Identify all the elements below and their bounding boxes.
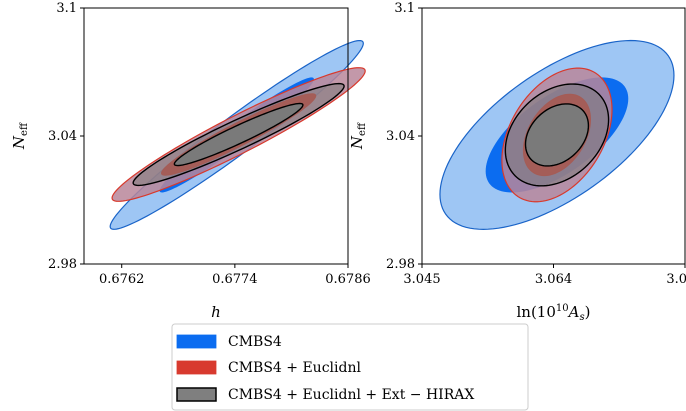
panel-lnAs-vs-neff: 3.045 3.064 3.083 2.98 3.04 3.1 ln(1010As) Ne…: [348, 1, 686, 323]
x-axis-label-h: h: [211, 303, 221, 321]
y-axis-label-neff-right: Neff: [348, 122, 368, 150]
y-axis-label-neff-left: Neff: [10, 122, 30, 150]
x-tick-label: 3.064: [535, 272, 572, 287]
legend-swatch-cmbs4-euclidnl: [176, 360, 217, 375]
x-axis-label-lnAs: ln(1010As): [517, 303, 591, 323]
ticks-left: 0.6762 0.6774 0.6786 2.98 3.04 3.1: [48, 1, 371, 287]
legend-label-cmbs4-euclidnl-ext-hirax: CMBS4 + Euclidnl + Ext − HIRAX: [228, 387, 474, 403]
y-tick-label: 3.1: [56, 1, 77, 16]
contours-h-neff: [109, 39, 366, 230]
y-tick-label: 3.04: [386, 129, 415, 144]
x-tick-label: 0.6762: [99, 272, 145, 287]
ticks-right: 3.045 3.064 3.083 2.98 3.04 3.1: [386, 1, 686, 287]
legend: CMBS4 CMBS4 + Euclidnl CMBS4 + Euclidnl …: [171, 323, 529, 411]
y-tick-label: 3.1: [394, 1, 415, 16]
x-tick-label: 0.6774: [212, 272, 258, 287]
x-tick-label: 3.083: [666, 272, 686, 287]
legend-label-cmbs4: CMBS4: [228, 334, 282, 350]
x-tick-label: 3.045: [403, 272, 440, 287]
contour-cmbs4-euclidnl-ext-hirax-68-panel-2: [524, 103, 590, 167]
y-tick-label: 2.98: [48, 257, 77, 272]
legend-swatch-cmbs4: [176, 334, 217, 349]
legend-label-cmbs4-euclidnl: CMBS4 + Euclidnl: [228, 360, 361, 376]
y-tick-label: 3.04: [48, 129, 77, 144]
legend-frame: [171, 323, 529, 411]
x-tick-label: 0.6786: [325, 272, 371, 287]
contour-cmbs4-euclidnl-ext-hirax-68-panel-1: [173, 102, 304, 167]
contours-lnAs-neff: [439, 39, 675, 230]
legend-swatch-cmbs4-euclidnl-ext-hirax: [176, 387, 217, 402]
y-tick-label: 2.98: [386, 257, 415, 272]
panel-h-vs-neff: 0.6762 0.6774 0.6786 2.98 3.04 3.1 h Neff: [10, 1, 371, 321]
